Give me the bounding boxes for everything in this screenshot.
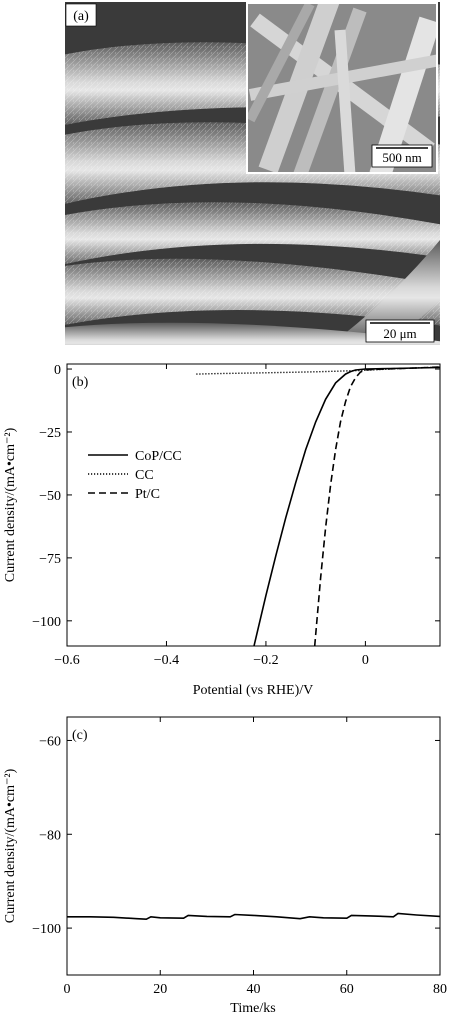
x-tick-label: −0.6 xyxy=(54,653,79,668)
main-scale-label: 20 μm xyxy=(383,326,416,341)
legend-label: Pt/C xyxy=(135,487,160,502)
chart-b-frame xyxy=(66,363,441,647)
chart-c-xlabel: Time/ks xyxy=(230,1001,275,1016)
x-tick-label: 0 xyxy=(362,653,369,668)
x-tick-label: 20 xyxy=(153,982,167,997)
chart-b-legend: CoP/CC CC Pt/C xyxy=(88,449,182,502)
y-tick-label: −50 xyxy=(39,489,61,504)
chart-b-y-ticks: 0 −25 −50 −75 −100 xyxy=(32,363,440,630)
chart-c-panel-label: (c) xyxy=(72,728,88,743)
sem-inset: 500 nm xyxy=(246,2,438,174)
series-line-cop-cc xyxy=(253,366,440,646)
chart-b-xlabel: Potential (vs RHE)/V xyxy=(193,683,314,698)
x-tick-label: 60 xyxy=(340,982,354,997)
series-line-0 xyxy=(67,912,440,921)
chart-c-frame xyxy=(66,716,441,976)
y-tick-label: −80 xyxy=(39,828,61,843)
legend-label: CoP/CC xyxy=(135,449,182,464)
inset-scale-label: 500 nm xyxy=(382,150,421,165)
series-line-pt-c xyxy=(313,366,440,646)
panel-a-label-box xyxy=(65,3,97,27)
chart-b: −0.6 −0.4 −0.2 0 0 −25 −50 −75 −100 (b) Potenti… xyxy=(3,363,441,698)
chart-c-x-ticks: 0 20 40 60 80 xyxy=(64,717,447,997)
x-tick-label: −0.2 xyxy=(253,653,278,668)
y-tick-label: −100 xyxy=(32,615,61,630)
chart-b-series xyxy=(196,366,440,646)
chart-c-ylabel: Current density/(mA•cm⁻²) xyxy=(3,768,18,923)
chart-b-panel-label: (b) xyxy=(72,375,89,390)
y-tick-label: −75 xyxy=(39,552,61,567)
legend-label: CC xyxy=(135,468,154,483)
inset-scale-box xyxy=(371,144,433,168)
chart-b-x-ticks: −0.6 −0.4 −0.2 0 xyxy=(54,364,369,668)
main-scale-box xyxy=(365,319,435,343)
panel-a-micrograph: 500 nm (a) 20 μm xyxy=(65,2,440,345)
y-tick-label: −100 xyxy=(32,922,61,937)
chart-c-y-ticks: −60 −80 −100 xyxy=(32,734,440,937)
y-tick-label: −60 xyxy=(39,734,61,749)
x-tick-label: 0 xyxy=(64,982,71,997)
chart-c: 0 20 40 60 80 −60 −80 −100 (c) Time/ks Current… xyxy=(3,716,447,1016)
x-tick-label: 40 xyxy=(247,982,261,997)
panel-a-label: (a) xyxy=(73,9,89,24)
y-tick-label: −25 xyxy=(39,426,61,441)
series-line-cc xyxy=(196,366,440,375)
chart-b-ylabel: Current density/(mA•cm⁻²) xyxy=(3,427,18,582)
x-tick-label: −0.4 xyxy=(154,653,179,668)
chart-c-series xyxy=(67,912,440,921)
x-tick-label: 80 xyxy=(433,982,447,997)
y-tick-label: 0 xyxy=(54,363,61,378)
